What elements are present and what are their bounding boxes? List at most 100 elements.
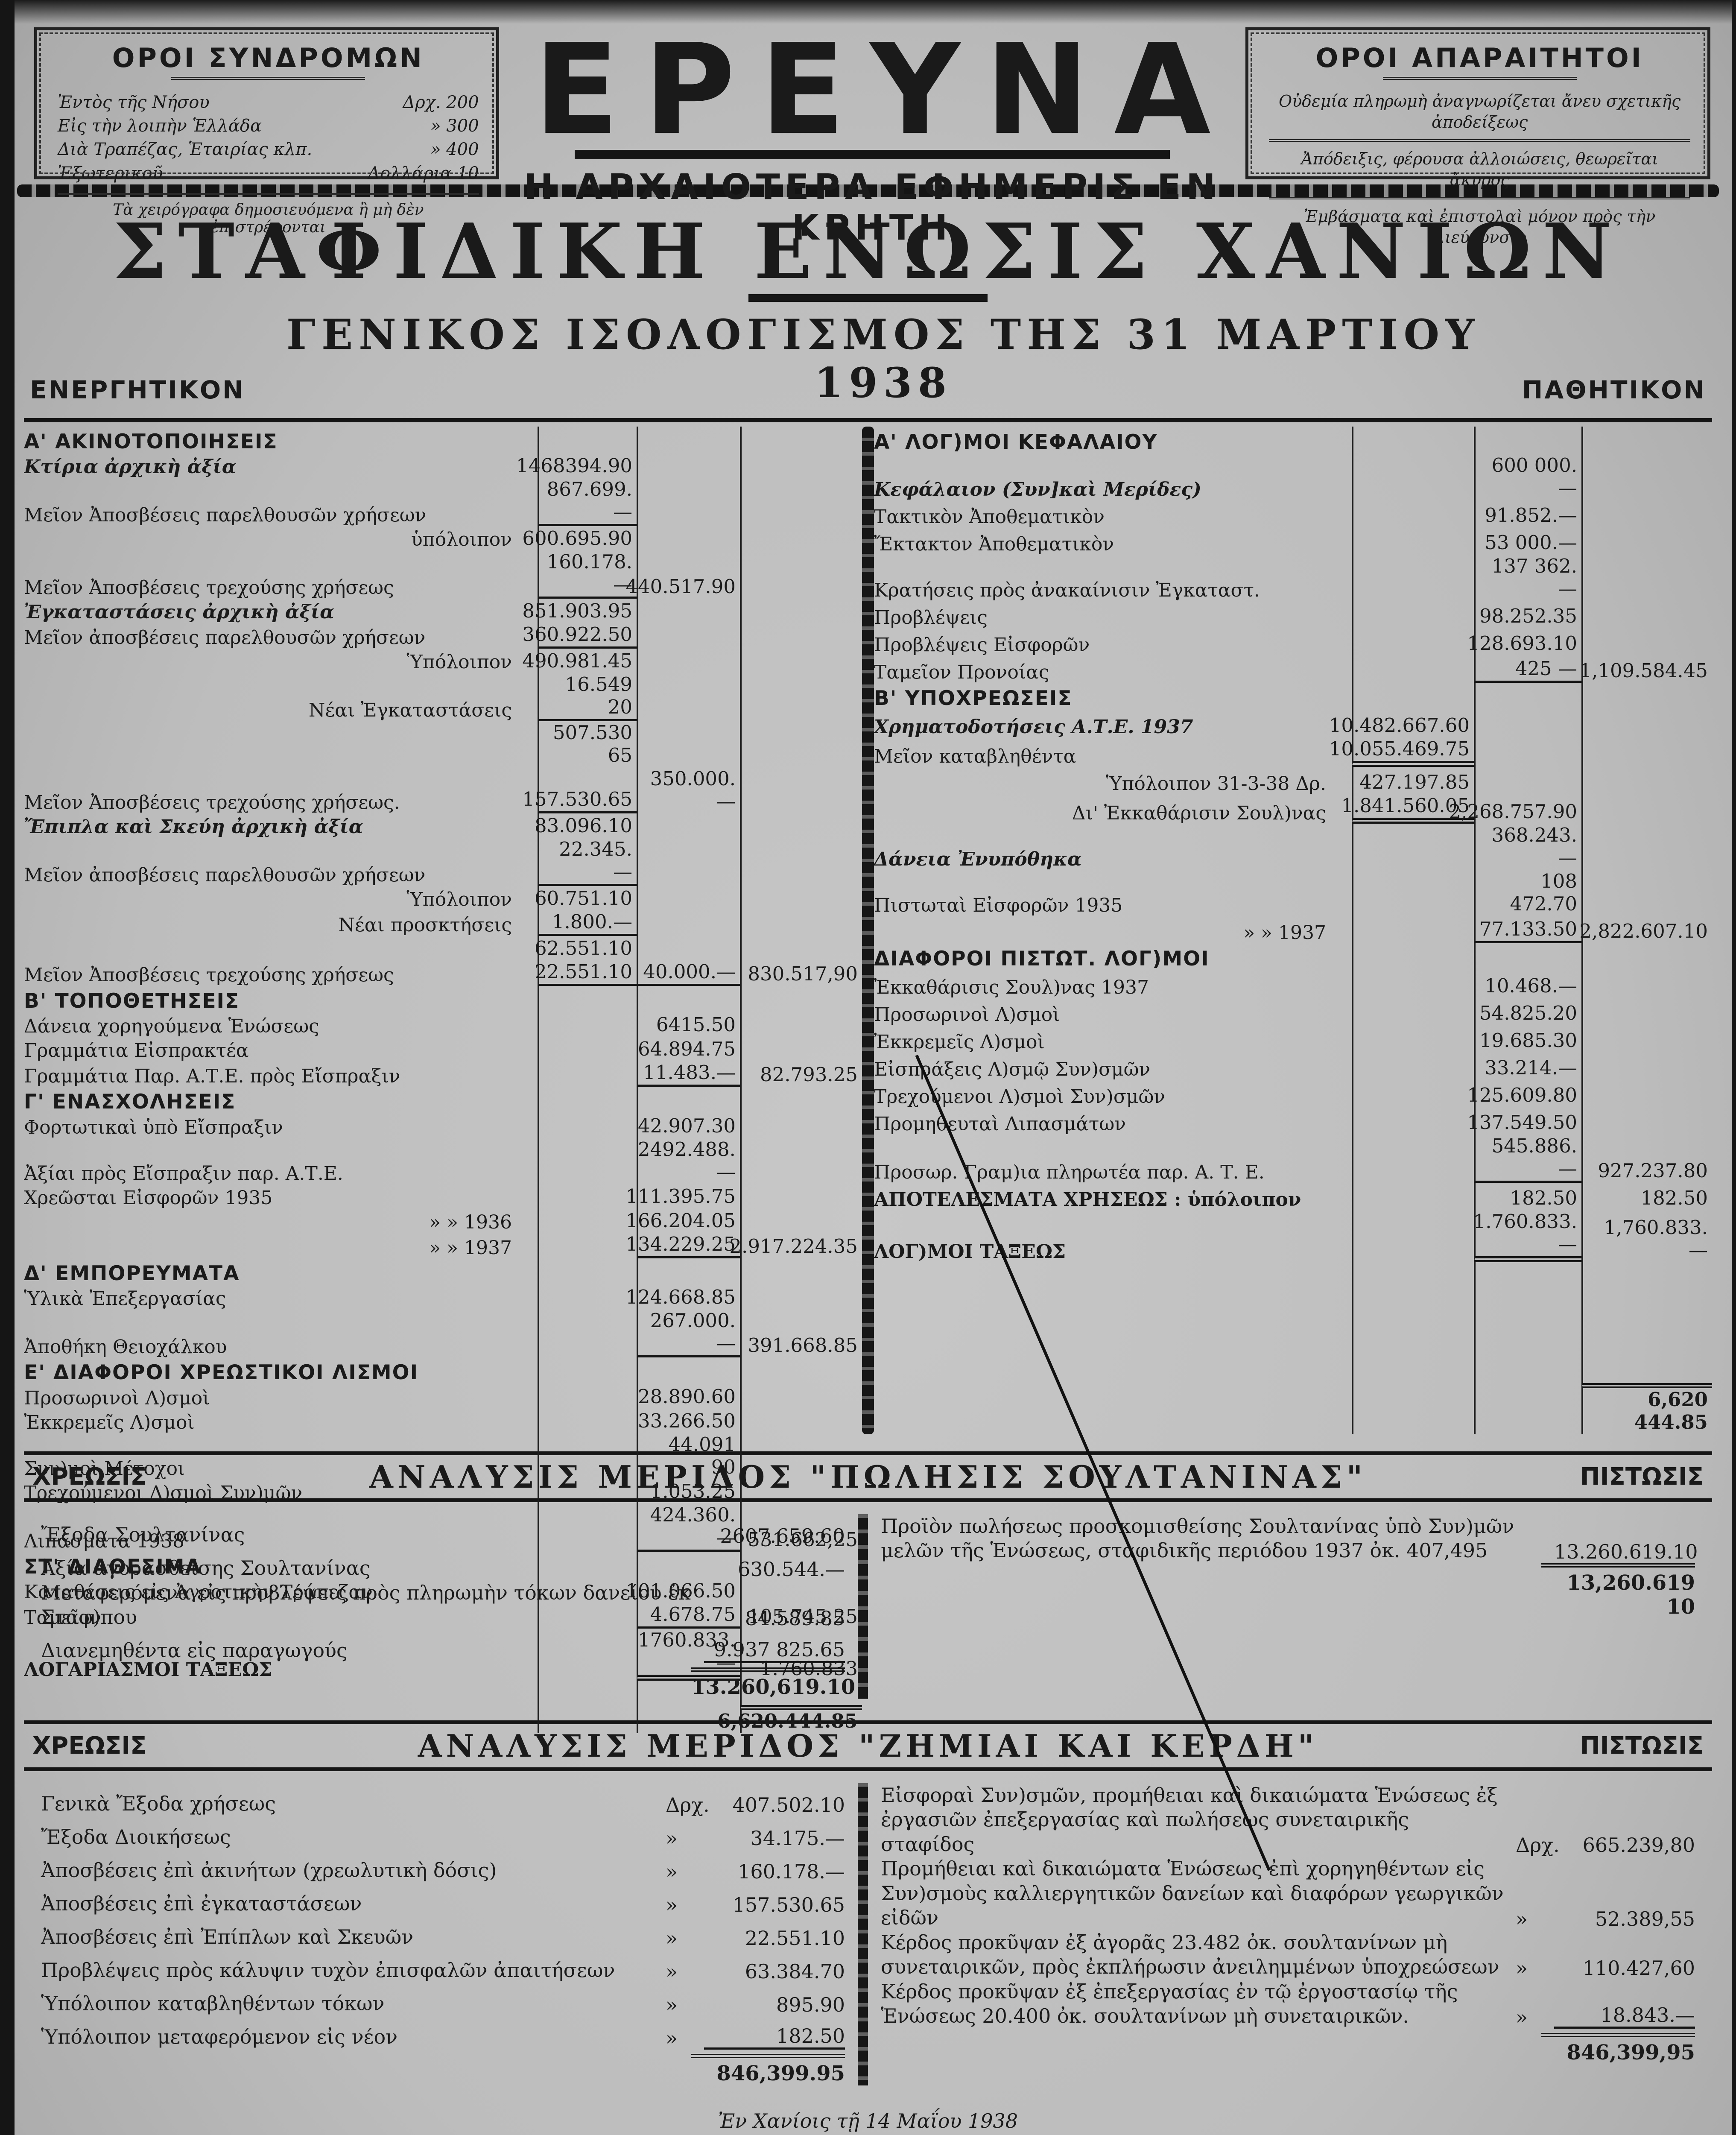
pl-credit-total-row: 846,399,95 [881, 2029, 1695, 2065]
asset-row: Μεῖον ἀποσβέσεις παρελθουσῶν χρήσεων 360… [24, 623, 862, 649]
amount-subtotal [637, 886, 740, 910]
liabilities-grand-total: 6,620 444.85 [1581, 1383, 1712, 1434]
amount-total [1581, 600, 1712, 628]
amount-subtotal: 600 000.— [1474, 453, 1581, 500]
row-label: Προϊὸν πωλήσεως προσκομισθείσης Σουλτανί… [881, 1514, 1514, 1562]
amount-subtotal: 350.000.— [637, 767, 740, 813]
ornamental-rule [17, 184, 1719, 197]
amount-total [740, 526, 862, 550]
masthead-rule [574, 150, 1170, 160]
amount-total [1581, 869, 1712, 916]
amount-detail: 22.345.— [538, 837, 637, 886]
row-amount: 9.937 825.65 [704, 1638, 845, 1663]
pl-credit-row: Εἰσφοραὶ Συν)σμῶν, προμήθειαι καὶ δικαιώ… [881, 1783, 1695, 1857]
asset-row: Γραμμάτια Εἰσπρακτέα 64.894.75 [24, 1037, 862, 1062]
amount-detail: 10.482.667.60 [1329, 710, 1474, 737]
amount-detail [1352, 527, 1474, 555]
newspaper-title: ΕΡΕΥΝΑ [534, 17, 1236, 162]
amount-total [740, 837, 862, 886]
amount-detail [538, 1258, 637, 1285]
row-label: Τακτικὸν Ἀποθεματικὸν [874, 506, 1105, 527]
row-label: Ὑπόλοιπον καταβληθέντων τόκων [41, 1992, 385, 2015]
row-label: Συν)μοὶ Μέτοχοι [24, 1458, 185, 1480]
asset-row: Χρεῶσται Εἰσφορῶν 1935 111.395.75 [24, 1184, 862, 1208]
amount-detail [1352, 655, 1474, 683]
amount-subtotal: 166.204.05 [625, 1208, 740, 1233]
profit-loss-section: ΧΡΕΩΣΙΣ ΑΝΑΛΥΣΙΣ ΜΕΡΙΔΟΣ "ΖΗΜΙΑΙ ΚΑΙ ΚΕΡ… [24, 1720, 1712, 2090]
amount-subtotal: 111.395.75 [625, 1184, 740, 1208]
scan-edge-top [0, 0, 1736, 24]
currency-mark: » [666, 1960, 678, 1983]
amount-detail: 1.800.— [538, 910, 637, 936]
liability-row: Ἐκκαθάρισις Σουλ)νας 1937 10.468.— [874, 970, 1712, 998]
amount-detail [538, 1061, 637, 1087]
row-label: Προμήθειαι καὶ δικαιώματα Ἑνώσεως ἐπὶ χο… [881, 1857, 1504, 1930]
row-label: Ἀποσβέσεις ἐπὶ ἀκινήτων (χρεωλυτικὴ δόσι… [41, 1859, 497, 1882]
amount-detail [1352, 628, 1474, 655]
row-label: Μεῖον Ἀποσβέσεις τρεχούσης χρήσεως [24, 577, 394, 599]
amount-total [1581, 823, 1712, 870]
sultanina-credit-row: Προϊὸν πωλήσεως προσκομισθείσης Σουλτανί… [881, 1514, 1698, 1563]
amount-subtotal: 28.890.60 [637, 1384, 740, 1409]
amount-detail [538, 1409, 637, 1433]
amount-subtotal: 53 000.— [1474, 527, 1581, 555]
amount-detail [538, 1479, 637, 1504]
amount-total [740, 426, 862, 453]
amount-total [740, 813, 862, 838]
row-label: Ἐκκαθάρισις Σουλ)νας 1937 [874, 977, 1149, 998]
row-label: Προσωρινοὶ Λ)σμοὶ [24, 1387, 210, 1409]
amount-total [1581, 527, 1712, 555]
required-terms-title: ΟΡΟΙ ΑΠΑΡΑΙΤΗΤΟΙ [1269, 42, 1690, 80]
row-amount: 22.551.10 [745, 1926, 845, 1950]
asset-row: Β' ΤΟΠΟΘΕΤΗΣΕΙΣ [24, 986, 862, 1013]
amount-subtotal: 134.229.25 [625, 1232, 740, 1258]
row-label: Ἀξίαι πρὸς Εἴσπραξιν παρ. Α.Τ.Ε. [24, 1163, 343, 1184]
amount-detail: 157.530.65 [522, 767, 637, 813]
amount-total [1581, 794, 1712, 824]
amount-detail [1352, 997, 1474, 1025]
asset-row: Τρεχούμενοι Λ)σμοὶ Συν)μῶν 1.053.25 [24, 1479, 862, 1504]
amount-subtotal: 33.266.50 [637, 1409, 740, 1433]
liabilities-label: ΠΑΘΗΤΙΚΟΝ [1522, 375, 1706, 404]
amount-total [740, 550, 862, 599]
required-terms-box: ΟΡΟΙ ΑΠΑΡΑΙΤΗΤΟΙ Οὐδεμία πληρωμὴ ἀναγνωρ… [1245, 27, 1710, 247]
row-amount: 110.427,60 [1582, 1956, 1695, 1980]
amount-subtotal: 545.886.— [1474, 1134, 1581, 1183]
pl-debit-row: Γενικὰ Ἔξοδα χρήσεως Δρχ. 407.502.10 [41, 1783, 845, 1816]
amount-total [1581, 970, 1712, 998]
currency-mark: » [666, 1893, 678, 1916]
scan-edge-right [1732, 0, 1736, 2135]
amount-total [740, 598, 862, 623]
assets-grand-total: 6,620.444.85 [717, 1705, 862, 1733]
liability-row: Πιστωταὶ Εἰσφορῶν 1935 108 472.70 [874, 869, 1712, 916]
sultanina-credit-total: 13,260.619 10 [1541, 1563, 1695, 1619]
row-label: Κέρδος προκῦψαν ἐξ ἐπεξεργασίας ἐν τῷ ἐρ… [881, 1980, 1458, 2028]
row-label: ΛΟΓ)ΜΟΙ ΤΑΞΕΩΣ [874, 1241, 1066, 1262]
sultanina-debit-row: Διανεμηθέντα εἰς παραγωγούς 9.937 825.65 [41, 1630, 845, 1663]
row-label: Γραμμάτια Εἰσπρακτέα [24, 1040, 249, 1062]
signing-date: Ἐν Χανίοις τῇ 14 Μαΐου 1938 [718, 2109, 1018, 2132]
row-label: Γενικὰ Ἔξοδα χρήσεως [41, 1792, 276, 1816]
amount-subtotal: 33.214.— [1474, 1052, 1581, 1080]
amount-detail: 360.922.50 [522, 623, 637, 649]
row-label: Πιστωταὶ Εἰσφορῶν 1935 [874, 895, 1123, 916]
subscription-term-row: Ἐξωτερικοῦ Δολλάρια 10 [58, 162, 479, 185]
amount-total [1581, 1025, 1712, 1053]
amount-subtotal [637, 910, 740, 936]
amount-total [1581, 1052, 1712, 1080]
asset-row: Ὑλικὰ Ἐπεξεργασίας 124.668.85 [24, 1285, 862, 1310]
sultanina-debit-total-row: 13.260,619.10 [41, 1663, 855, 1699]
pl-debit-row: Ἀποσβέσεις ἐπὶ Ἐπίπλων καὶ Σκευῶν » 22.5… [41, 1916, 845, 1950]
row-label: Τρεχούμενοι Λ)σμοὶ Συν)σμῶν [874, 1086, 1166, 1107]
amount-total [740, 648, 862, 673]
balance-subtitle: ΓΕΝΙΚΟΣ ΙΣΟΛΟΓΙΣΜΟΣ ΤΗΣ 31 ΜΑΡΤΙΟΥ 1938 [286, 310, 1481, 407]
amount-subtotal: 2,268.757.90 [1449, 794, 1581, 824]
amount-detail [1352, 682, 1474, 710]
row-label: Ε' ΔΙΑΦΟΡΟΙ ΧΡΕΩΣΤΙΚΟΙ ΛΙΣΜΟΙ [24, 1361, 419, 1385]
row-label: Ὑλικὰ Ἐπεξεργασίας [24, 1288, 226, 1310]
center-divider-rule [862, 426, 874, 1434]
amount-detail [538, 1384, 637, 1409]
row-label: Χρεῶσται Εἰσφορῶν 1935 [24, 1187, 273, 1208]
amount-total: 391.668.85 [740, 1309, 862, 1358]
asset-row: Δ' ΕΜΠΟΡΕΥΜΑΤΑ [24, 1258, 862, 1285]
